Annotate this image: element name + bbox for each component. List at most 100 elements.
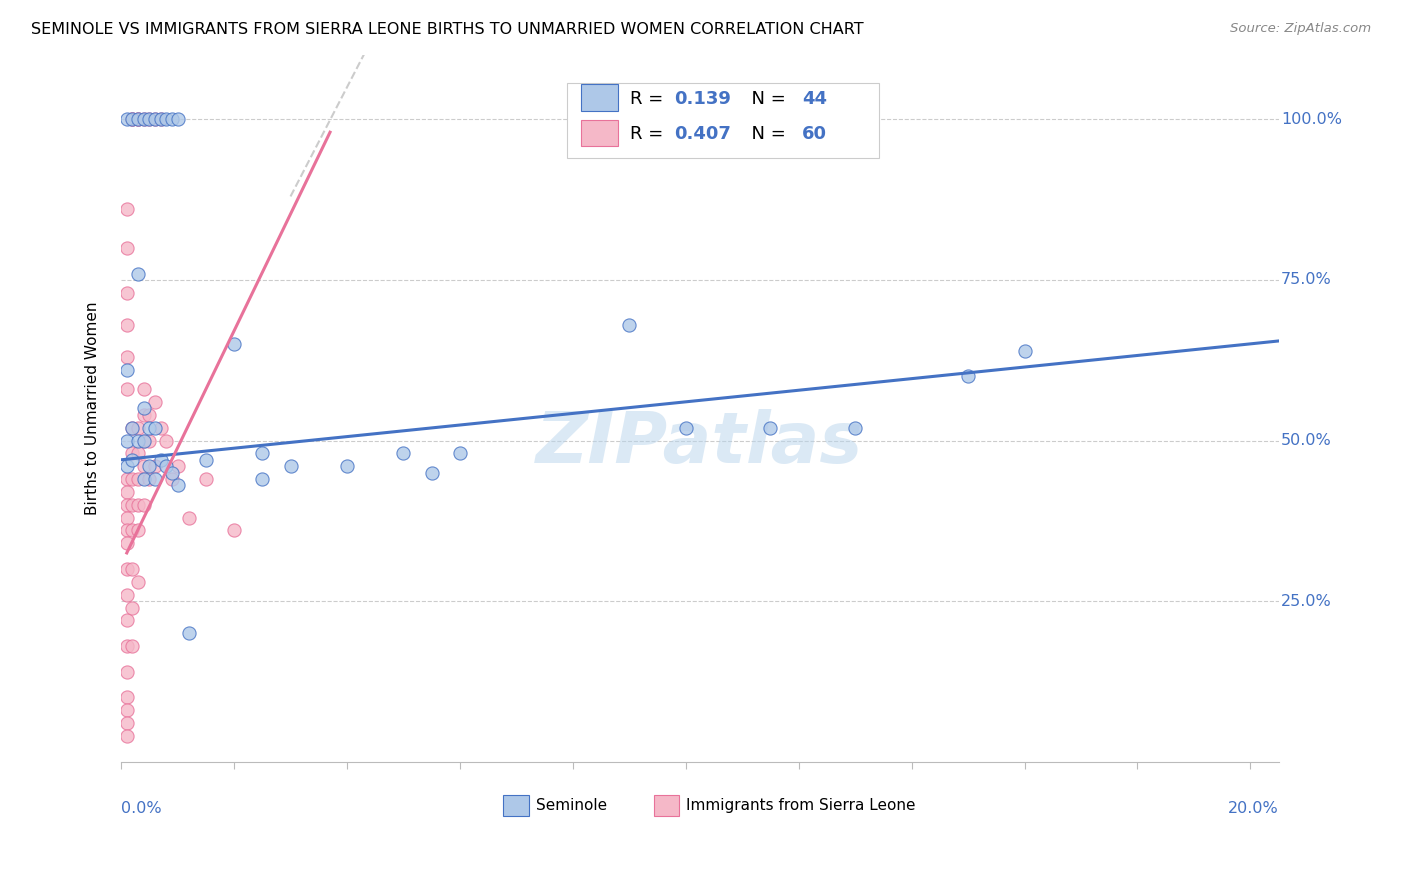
Point <box>127 472 149 486</box>
Point <box>115 639 138 653</box>
Point <box>127 112 149 127</box>
Point <box>115 285 138 300</box>
Point <box>121 600 143 615</box>
Text: R =: R = <box>630 126 669 144</box>
Point <box>166 478 188 492</box>
Point <box>166 459 188 474</box>
Bar <box>654 795 679 816</box>
Point <box>132 434 155 448</box>
Point <box>252 446 274 460</box>
Text: N =: N = <box>741 126 792 144</box>
Point <box>222 337 245 351</box>
Point <box>121 452 143 467</box>
Point <box>138 112 160 127</box>
Point <box>127 420 149 434</box>
Bar <box>503 795 529 816</box>
Point <box>127 498 149 512</box>
Point <box>115 510 138 524</box>
Point <box>155 459 177 474</box>
Point <box>420 466 443 480</box>
Text: 20.0%: 20.0% <box>1227 800 1278 815</box>
Point <box>177 626 200 640</box>
Point <box>121 112 143 127</box>
Point <box>115 498 138 512</box>
Point <box>759 420 782 434</box>
Point <box>115 716 138 731</box>
Point <box>115 665 138 679</box>
Text: R =: R = <box>630 90 669 108</box>
Text: ZIPatlas: ZIPatlas <box>536 409 863 478</box>
Text: 60: 60 <box>801 126 827 144</box>
Point <box>957 369 980 384</box>
Bar <box>581 120 617 146</box>
Text: N =: N = <box>741 90 792 108</box>
Point <box>127 446 149 460</box>
Point <box>143 472 166 486</box>
Point <box>132 472 155 486</box>
Point <box>449 446 471 460</box>
Point <box>115 703 138 717</box>
Point <box>121 112 143 127</box>
Text: 50.0%: 50.0% <box>1281 433 1331 448</box>
Point <box>115 472 138 486</box>
Point <box>132 408 155 422</box>
Point <box>138 472 160 486</box>
Point <box>143 420 166 434</box>
Point <box>132 459 155 474</box>
Point <box>143 395 166 409</box>
Point <box>252 472 274 486</box>
Point <box>160 472 183 486</box>
Point <box>121 420 143 434</box>
Point <box>127 574 149 589</box>
Point <box>132 401 155 416</box>
Point <box>155 434 177 448</box>
Point <box>132 434 155 448</box>
Point <box>844 420 866 434</box>
Point <box>115 318 138 332</box>
Point <box>121 446 143 460</box>
Point <box>132 112 155 127</box>
Point <box>160 112 183 127</box>
Point <box>222 524 245 538</box>
Point <box>127 434 149 448</box>
FancyBboxPatch shape <box>567 83 879 158</box>
Point <box>127 267 149 281</box>
Text: 75.0%: 75.0% <box>1281 272 1331 287</box>
Point <box>280 459 302 474</box>
Point <box>115 562 138 576</box>
Point <box>121 472 143 486</box>
Point <box>138 420 160 434</box>
Point <box>143 112 166 127</box>
Point <box>115 241 138 255</box>
Point <box>149 112 172 127</box>
Point <box>166 112 188 127</box>
Point <box>138 459 160 474</box>
Point <box>149 112 172 127</box>
Text: 0.0%: 0.0% <box>121 800 162 815</box>
Point <box>115 459 138 474</box>
Point <box>149 420 172 434</box>
Text: 0.139: 0.139 <box>675 90 731 108</box>
Point <box>132 112 155 127</box>
Point <box>1014 343 1036 358</box>
Text: 44: 44 <box>801 90 827 108</box>
Text: SEMINOLE VS IMMIGRANTS FROM SIERRA LEONE BIRTHS TO UNMARRIED WOMEN CORRELATION C: SEMINOLE VS IMMIGRANTS FROM SIERRA LEONE… <box>31 22 863 37</box>
Text: Seminole: Seminole <box>536 798 606 813</box>
Point <box>127 112 149 127</box>
Text: 100.0%: 100.0% <box>1281 112 1341 127</box>
Point <box>115 434 138 448</box>
Point <box>127 112 149 127</box>
Point <box>132 382 155 396</box>
Point <box>132 498 155 512</box>
Point <box>138 434 160 448</box>
Point <box>121 420 143 434</box>
Point <box>115 729 138 743</box>
Point <box>619 318 641 332</box>
Point <box>194 452 217 467</box>
Point <box>155 112 177 127</box>
Point <box>115 524 138 538</box>
Point <box>177 510 200 524</box>
Point <box>115 382 138 396</box>
Bar <box>581 84 617 111</box>
Text: 0.407: 0.407 <box>675 126 731 144</box>
